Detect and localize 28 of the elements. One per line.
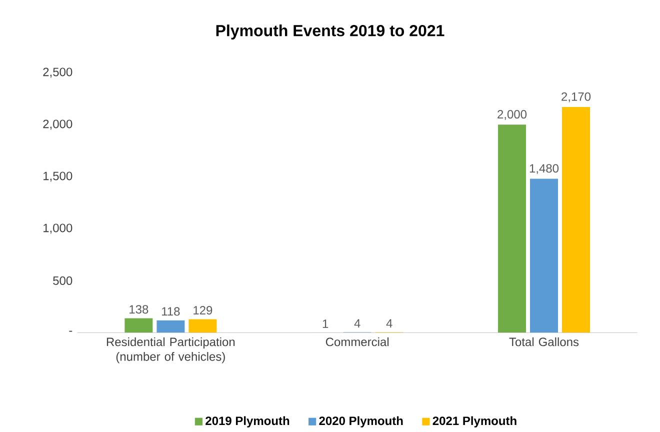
- chart-title: Plymouth Events 2019 to 2021: [216, 24, 444, 40]
- legend-label: 2019 Plymouth: [206, 416, 290, 428]
- bar: [562, 106, 590, 333]
- data-label: 2,170: [562, 92, 591, 102]
- legend-label: 2020 Plymouth: [319, 416, 403, 428]
- data-label: 1,480: [530, 164, 559, 174]
- y-tick-label: -: [69, 330, 72, 332]
- bar: [188, 319, 217, 333]
- data-label: 1: [322, 319, 328, 328]
- y-tick-label: 2,500: [43, 68, 72, 78]
- y-tick-label: 500: [53, 276, 72, 285]
- data-label: 4: [354, 319, 360, 328]
- bar: [124, 318, 153, 333]
- bar: [156, 320, 185, 333]
- data-label: 138: [130, 304, 148, 314]
- y-tick-label: 1,500: [44, 172, 72, 182]
- x-tick-label: Commercial: [326, 337, 389, 346]
- data-label: 4: [386, 319, 392, 328]
- data-label: 2,000: [498, 110, 527, 120]
- bar: [498, 124, 526, 333]
- data-label: 129: [194, 306, 212, 314]
- x-tick-label: Residential Participation (number of vehicles): [106, 337, 235, 364]
- y-tick-label: 2,000: [43, 120, 72, 130]
- data-label: 118: [162, 307, 180, 316]
- bar: [530, 178, 558, 333]
- y-tick-label: 1,000: [44, 224, 72, 234]
- legend-label: 2021 Plymouth: [432, 416, 516, 428]
- x-tick-label: Total Gallons: [509, 337, 579, 346]
